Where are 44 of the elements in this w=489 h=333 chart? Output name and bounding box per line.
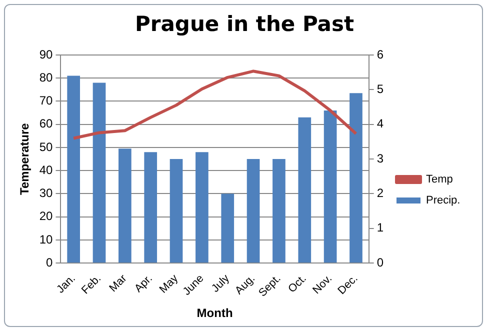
bar (118, 148, 132, 263)
y-tick-label: 80 (39, 70, 54, 84)
y2-tick-label: 3 (376, 151, 384, 166)
bar (196, 152, 208, 263)
bar (144, 152, 158, 263)
bar (246, 159, 260, 263)
y-tick-label: 20 (39, 209, 54, 224)
bar (92, 82, 106, 263)
x-tick-label: Nov. (310, 272, 335, 296)
x-tick-label: May (157, 272, 181, 296)
y-tick-label: 40 (39, 162, 54, 177)
legend-label: Temp (426, 174, 453, 186)
y-tick-label: 60 (39, 116, 54, 131)
y-tick-label: 30 (39, 186, 54, 200)
x-tick-label: Mar (107, 272, 130, 294)
bar (272, 159, 286, 263)
chart-title: Prague in the Past (134, 12, 355, 36)
y-tick-label: 90 (39, 47, 54, 62)
y2-tick-label: 1 (376, 220, 384, 235)
bar (324, 110, 337, 263)
bar (221, 194, 234, 263)
x-tick-label: Apr. (132, 272, 155, 295)
bar (350, 93, 362, 263)
bar (67, 76, 80, 263)
x-tick-label: Aug. (233, 272, 258, 298)
y-tick-label: 0 (46, 255, 54, 270)
x-axis-title: Month (196, 306, 233, 320)
x-tick-label: Feb. (79, 272, 104, 297)
x-tick-label: Jan. (54, 272, 78, 296)
x-tick-label: July (210, 272, 232, 295)
y-tick-label: 10 (39, 232, 54, 246)
y2-tick-label: 5 (376, 82, 384, 96)
legend-label: Precip. (426, 194, 460, 207)
x-tick-label: Dec. (336, 272, 360, 298)
y2-tick-label: 2 (376, 186, 384, 200)
y2-tick-label: 0 (376, 255, 384, 270)
y-tick-label: 70 (39, 94, 54, 108)
x-tick-label: Oct. (286, 272, 309, 296)
bar (298, 117, 312, 263)
y2-tick-label: 6 (376, 47, 384, 62)
y2-tick-label: 4 (376, 116, 384, 131)
y-tick-label: 50 (39, 140, 54, 154)
bar (170, 159, 183, 263)
y-axis-title: Temperature (18, 122, 32, 195)
